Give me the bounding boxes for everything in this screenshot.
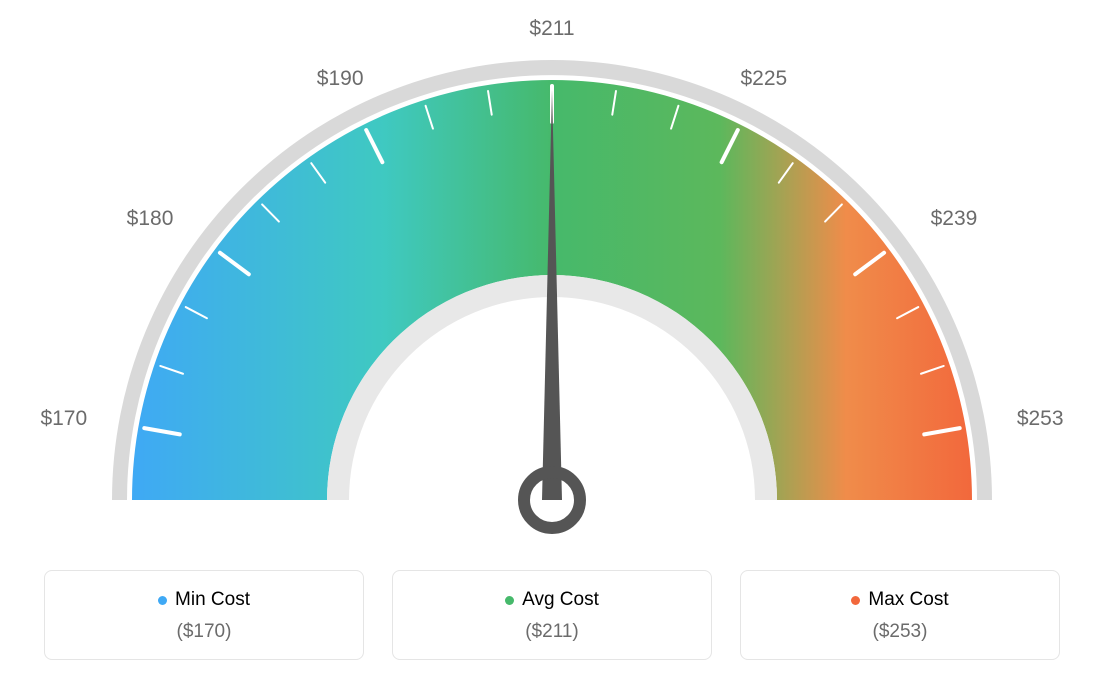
legend-row: Min Cost ($170) Avg Cost ($211) Max Cost… <box>0 570 1104 660</box>
legend-card-max: Max Cost ($253) <box>740 570 1060 660</box>
legend-value-min: ($170) <box>45 621 363 643</box>
legend-label-max-text: Max Cost <box>868 589 948 611</box>
svg-text:$211: $211 <box>529 17 574 40</box>
legend-label-min: Min Cost <box>158 589 250 611</box>
legend-label-avg: Avg Cost <box>505 589 599 611</box>
legend-card-min: Min Cost ($170) <box>44 570 364 660</box>
legend-dot-min <box>158 596 167 605</box>
svg-text:$180: $180 <box>127 207 174 230</box>
svg-text:$170: $170 <box>40 407 87 430</box>
svg-text:$225: $225 <box>740 67 787 90</box>
legend-label-max: Max Cost <box>851 589 948 611</box>
legend-label-min-text: Min Cost <box>175 589 250 611</box>
gauge-chart: $170 $180 $190 $211 $225 $239 $253 <box>0 0 1104 560</box>
gauge-svg: $170 $180 $190 $211 $225 $239 $253 <box>0 0 1104 560</box>
legend-value-max: ($253) <box>741 621 1059 643</box>
legend-value-avg: ($211) <box>393 621 711 643</box>
svg-text:$239: $239 <box>931 207 978 230</box>
svg-text:$253: $253 <box>1017 407 1064 430</box>
legend-label-avg-text: Avg Cost <box>522 589 599 611</box>
legend-dot-max <box>851 596 860 605</box>
svg-text:$190: $190 <box>317 67 364 90</box>
legend-card-avg: Avg Cost ($211) <box>392 570 712 660</box>
legend-dot-avg <box>505 596 514 605</box>
